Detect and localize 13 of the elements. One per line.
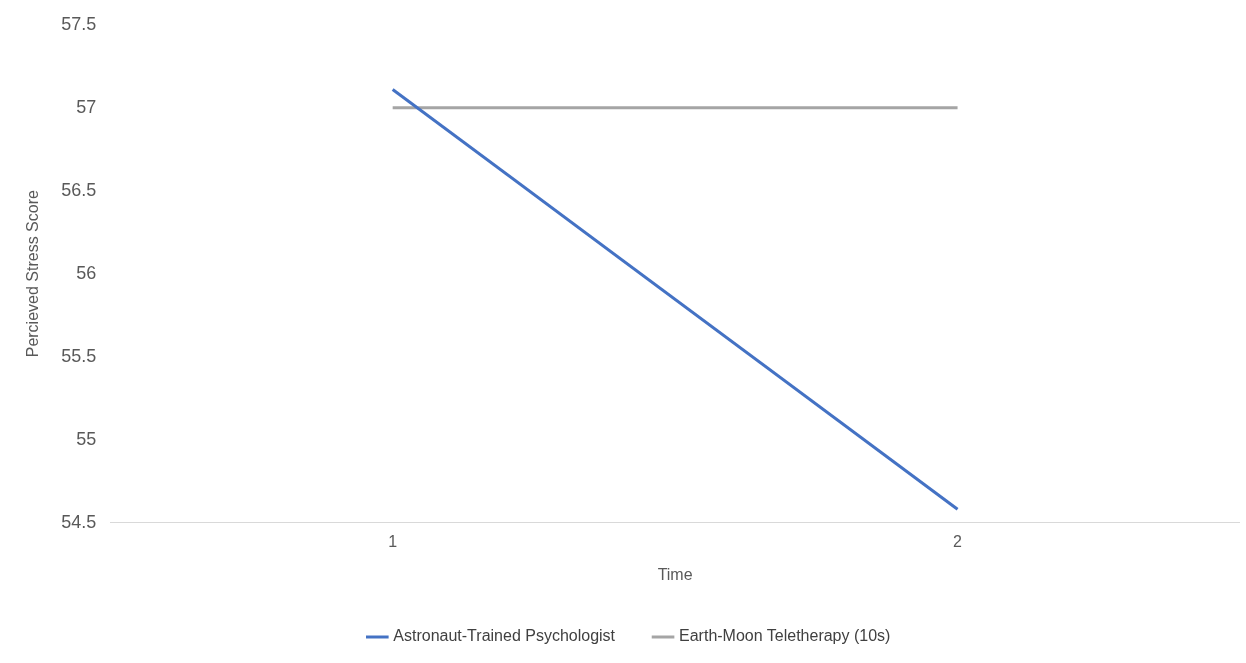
x-axis-title: Time (657, 565, 693, 583)
y-tick-label: 55 (76, 428, 97, 449)
y-axis-title: Percieved Stress Score (24, 190, 42, 358)
y-tick-label: 55.5 (61, 345, 97, 366)
legend-label: Astronaut-Trained Psychologist (393, 627, 616, 645)
y-tick-label: 57 (76, 96, 97, 117)
y-tick-label: 56 (76, 262, 97, 283)
legend-label: Earth-Moon Teletherapy (10s) (679, 627, 891, 645)
x-tick-label: 1 (388, 532, 398, 550)
y-tick-label: 56.5 (61, 179, 97, 200)
y-tick-label: 57.5 (61, 13, 97, 34)
y-tick-label: 54.5 (61, 511, 97, 532)
x-tick-label: 2 (953, 532, 963, 550)
